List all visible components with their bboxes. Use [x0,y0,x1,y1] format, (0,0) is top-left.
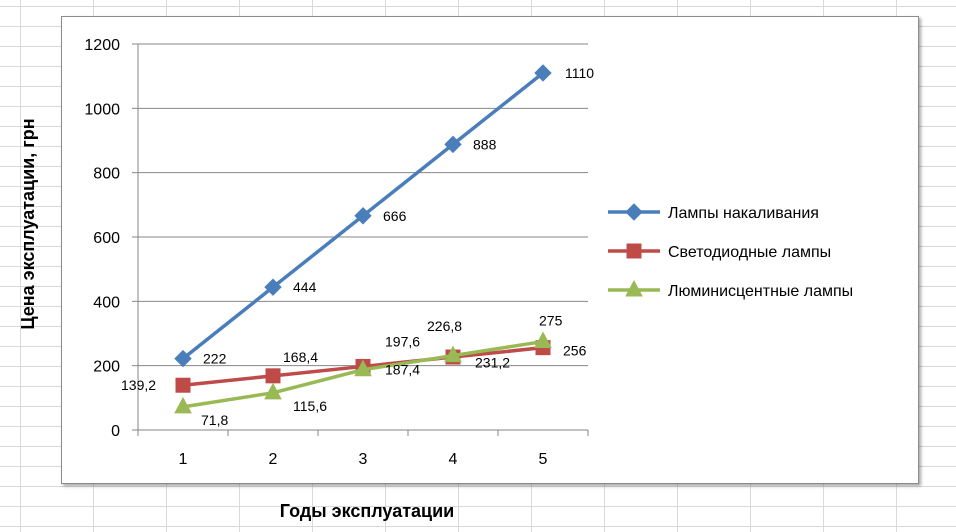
x-tick-label: 5 [539,451,548,468]
x-tick-label: 3 [359,451,368,468]
x-tick-label: 2 [269,451,278,468]
x-tick-labels: 1 2 3 4 5 [179,451,548,468]
x-tick-label: 1 [179,451,188,468]
data-point [265,368,281,384]
data-label: 666 [383,208,407,224]
data-label: 275 [539,313,563,329]
series-3 [174,331,552,414]
data-label: 226,8 [427,318,462,334]
data-point [174,396,192,414]
legend-entry: Люминисцентные лампы [608,279,853,300]
y-tick-label: 200 [93,359,120,376]
data-point [444,345,462,363]
data-point [354,207,372,225]
legend-label: Люминисцентные лампы [668,283,853,300]
data-label: 444 [293,279,317,295]
y-tick-label: 0 [111,423,120,440]
data-label: 168,4 [283,349,318,365]
data-point [175,377,191,393]
legend-entry: Лампы накаливания [608,203,819,222]
chart-frame [61,16,919,484]
legend-marker [626,243,642,259]
axes [132,43,589,436]
data-label: 888 [473,136,497,152]
y-tick-label: 400 [93,294,120,311]
y-tick-label: 600 [93,230,120,247]
y-tick-label: 800 [93,166,120,183]
x-axis-title: Годы эксплуатации [280,501,454,521]
gridlines [138,43,588,367]
data-labels: 222 444 666 888 1110 139,2 168,4 197,6 226,8 256 7… [121,65,594,428]
data-label: 187,4 [385,362,420,378]
legend-marker [625,203,643,221]
legend: Лампы накаливания Светодиодные лампы Люмин… [608,203,853,300]
legend-label: Светодиодные лампы [668,244,831,261]
data-point [534,331,552,349]
y-tick-label: 1000 [84,101,120,118]
data-label: 1110 [565,65,594,81]
legend-label: Лампы накаливания [668,205,819,222]
data-point [444,135,462,154]
y-tick-label: 1200 [84,37,120,54]
data-label: 256 [563,343,587,359]
data-label: 115,6 [293,398,327,414]
data-label: 222 [203,351,227,367]
series-1 [174,64,552,368]
y-tick-labels: 0 200 400 600 800 1000 1200 [84,37,120,440]
data-label: 71,8 [201,412,228,428]
data-point [264,382,282,400]
legend-entry: Светодиодные лампы [608,243,831,261]
legend-marker [625,279,643,297]
data-label: 231,2 [475,355,510,371]
series [174,64,552,414]
data-label: 139,2 [121,377,156,393]
data-point [264,278,282,296]
data-point [354,359,372,377]
x-tick-label: 4 [449,451,458,468]
data-point [174,349,192,368]
data-label: 197,6 [385,333,420,349]
y-axis-title: Цена эксплуатации, грн [18,118,38,329]
data-point [534,64,552,82]
